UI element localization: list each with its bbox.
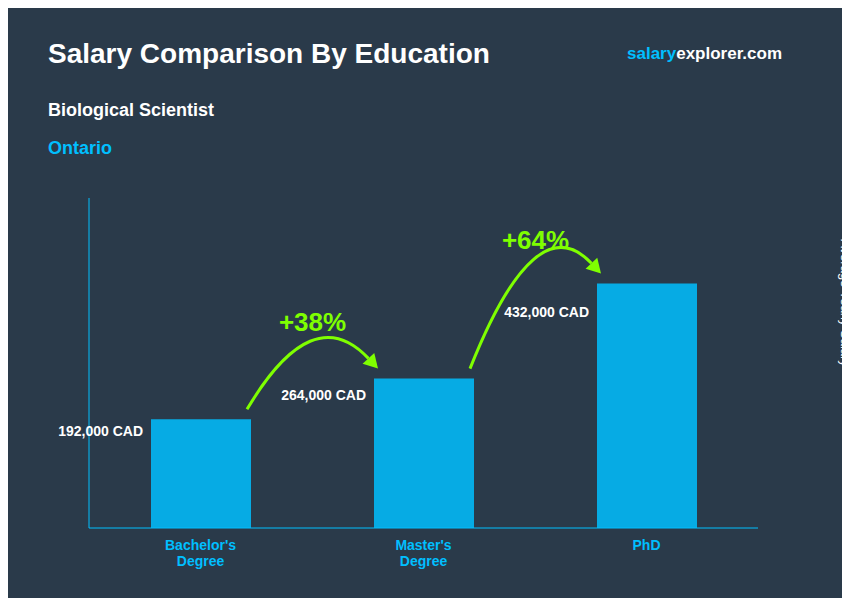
svg-text:192,000 CAD: 192,000 CAD	[58, 423, 143, 439]
svg-text:Bachelor's: Bachelor's	[165, 537, 236, 553]
html-text:Biological Scientist: Biological Scientist	[48, 100, 214, 120]
svg-text:+38%: +38%	[279, 307, 346, 337]
html-text:Salary Comparison By Education: Salary Comparison By Education	[48, 38, 490, 69]
html-text:salary explorer.com: salary explorer.com	[627, 44, 782, 63]
svg-text:Master's: Master's	[395, 537, 451, 553]
svg-text:264,000 CAD: 264,000 CAD	[281, 387, 366, 403]
svg-text:432,000 CAD: 432,000 CAD	[504, 304, 589, 320]
svg-text:Degree: Degree	[400, 553, 448, 569]
svg-text:Degree: Degree	[177, 553, 225, 569]
svg-text:PhD: PhD	[633, 537, 661, 553]
svg-text:+64%: +64%	[502, 225, 569, 255]
html-text:Ontario: Ontario	[48, 138, 112, 158]
